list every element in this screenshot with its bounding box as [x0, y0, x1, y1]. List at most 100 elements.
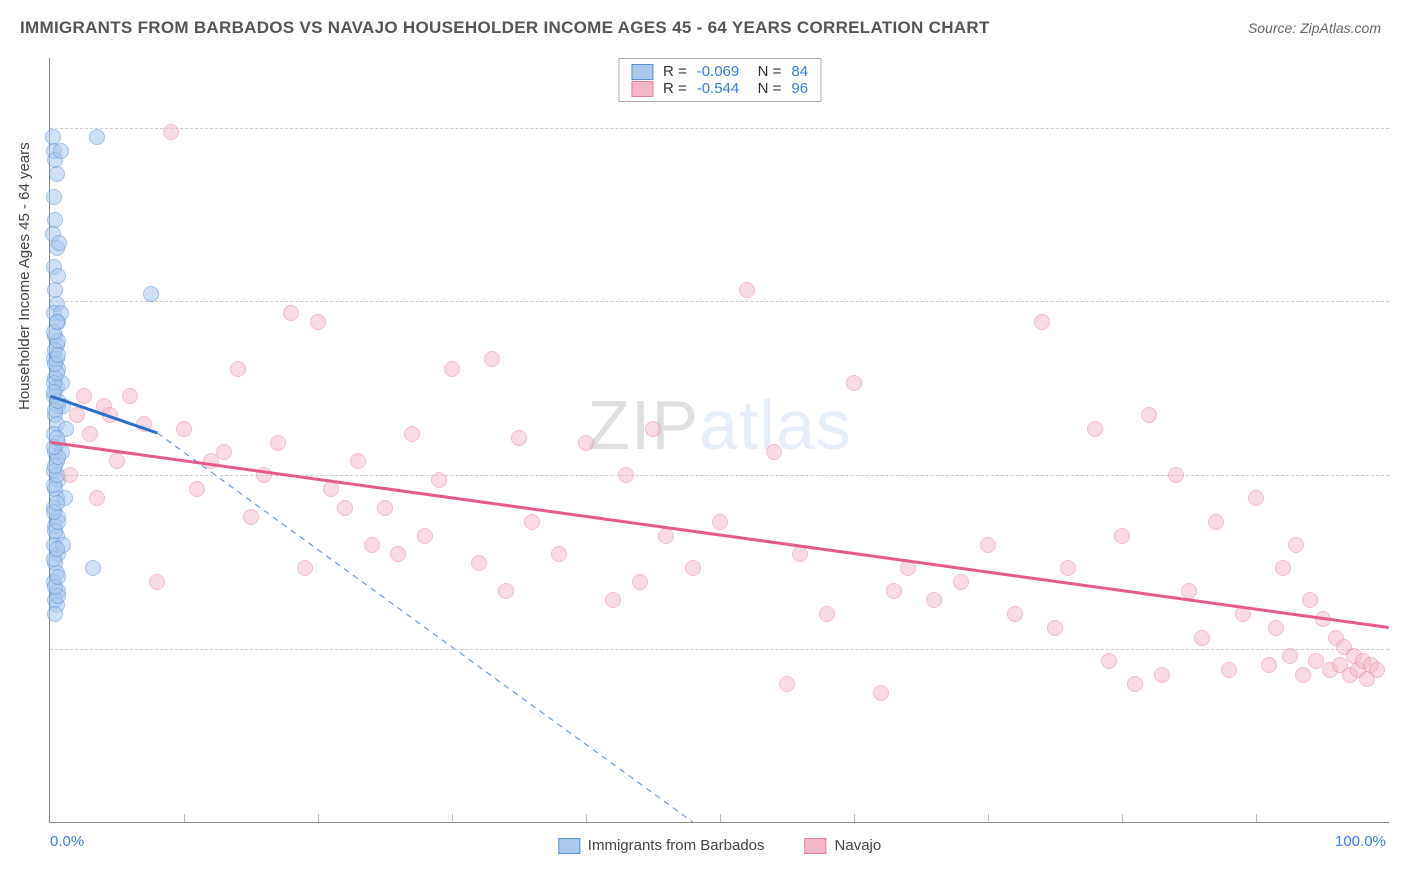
data-point: [49, 495, 65, 511]
data-point: [471, 555, 487, 571]
data-point: [46, 189, 62, 205]
data-point: [297, 560, 313, 576]
data-point: [739, 282, 755, 298]
data-point: [143, 286, 159, 302]
data-point: [712, 514, 728, 530]
chart-title: IMMIGRANTS FROM BARBADOS VS NAVAJO HOUSE…: [20, 18, 990, 38]
data-point: [484, 351, 500, 367]
data-point: [136, 416, 152, 432]
y-axis-label: Householder Income Ages 45 - 64 years: [16, 142, 33, 410]
data-point: [1181, 583, 1197, 599]
data-point: [82, 426, 98, 442]
data-point: [1208, 514, 1224, 530]
data-point: [926, 592, 942, 608]
data-point: [779, 676, 795, 692]
legend-swatch: [631, 64, 653, 80]
data-point: [216, 444, 232, 460]
data-point: [49, 430, 65, 446]
legend-label: Immigrants from Barbados: [588, 837, 765, 854]
x-tick-label: 0.0%: [50, 833, 84, 850]
data-point: [1235, 606, 1251, 622]
data-point: [1047, 620, 1063, 636]
legend-n-value: 84: [791, 63, 808, 80]
data-point: [50, 569, 66, 585]
data-point: [53, 143, 69, 159]
legend-item: Immigrants from Barbados: [558, 837, 765, 854]
x-tick-mark: [586, 814, 587, 822]
data-point: [1221, 662, 1237, 678]
data-point: [685, 560, 701, 576]
y-tick-label: $37,500: [1399, 641, 1406, 658]
data-point: [1369, 662, 1385, 678]
data-point: [203, 453, 219, 469]
legend-row: R = -0.544 N = 96: [631, 80, 808, 97]
data-point: [1282, 648, 1298, 664]
data-point: [189, 481, 205, 497]
data-point: [1288, 537, 1304, 553]
data-point: [1087, 421, 1103, 437]
x-tick-mark: [854, 814, 855, 822]
gridline-h: [50, 475, 1389, 476]
legend-n-value: 96: [791, 80, 808, 97]
data-point: [1060, 560, 1076, 576]
data-point: [417, 528, 433, 544]
x-tick-mark: [318, 814, 319, 822]
data-point: [498, 583, 514, 599]
x-tick-mark: [1256, 814, 1257, 822]
data-point: [632, 574, 648, 590]
data-point: [337, 500, 353, 516]
legend-item: Navajo: [805, 837, 882, 854]
scatter-chart: ZIPatlas R = -0.069 N = 84 R = -0.544 N …: [49, 58, 1389, 823]
gridline-h: [50, 128, 1389, 129]
legend-row: R = -0.069 N = 84: [631, 63, 808, 80]
data-point: [618, 467, 634, 483]
data-point: [846, 375, 862, 391]
trend-lines: [50, 58, 1389, 822]
data-point: [1141, 407, 1157, 423]
data-point: [1275, 560, 1291, 576]
data-point: [605, 592, 621, 608]
source-attribution: Source: ZipAtlas.com: [1248, 20, 1381, 36]
data-point: [511, 430, 527, 446]
data-point: [390, 546, 406, 562]
legend-r-label: R =: [663, 63, 687, 80]
data-point: [230, 361, 246, 377]
legend-label: Navajo: [835, 837, 882, 854]
data-point: [377, 500, 393, 516]
data-point: [256, 467, 272, 483]
legend-n-label: N =: [749, 63, 781, 80]
data-point: [819, 606, 835, 622]
data-point: [323, 481, 339, 497]
data-point: [766, 444, 782, 460]
y-tick-label: $112,500: [1399, 293, 1406, 310]
x-tick-label: 100.0%: [1335, 833, 1386, 850]
data-point: [102, 407, 118, 423]
legend-swatch: [558, 838, 580, 854]
data-point: [431, 472, 447, 488]
series-legend: Immigrants from Barbados Navajo: [558, 837, 881, 854]
x-tick-mark: [720, 814, 721, 822]
data-point: [76, 388, 92, 404]
x-tick-mark: [184, 814, 185, 822]
data-point: [270, 435, 286, 451]
data-point: [51, 235, 67, 251]
data-point: [551, 546, 567, 562]
data-point: [1007, 606, 1023, 622]
data-point: [1114, 528, 1130, 544]
gridline-h: [50, 301, 1389, 302]
data-point: [1248, 490, 1264, 506]
data-point: [1261, 657, 1277, 673]
data-point: [62, 467, 78, 483]
data-point: [47, 606, 63, 622]
data-point: [149, 574, 165, 590]
data-point: [85, 560, 101, 576]
data-point: [1295, 667, 1311, 683]
gridline-h: [50, 649, 1389, 650]
data-point: [243, 509, 259, 525]
data-point: [50, 347, 66, 363]
legend-swatch: [631, 81, 653, 97]
x-tick-mark: [988, 814, 989, 822]
data-point: [176, 421, 192, 437]
data-point: [524, 514, 540, 530]
data-point: [645, 421, 661, 437]
